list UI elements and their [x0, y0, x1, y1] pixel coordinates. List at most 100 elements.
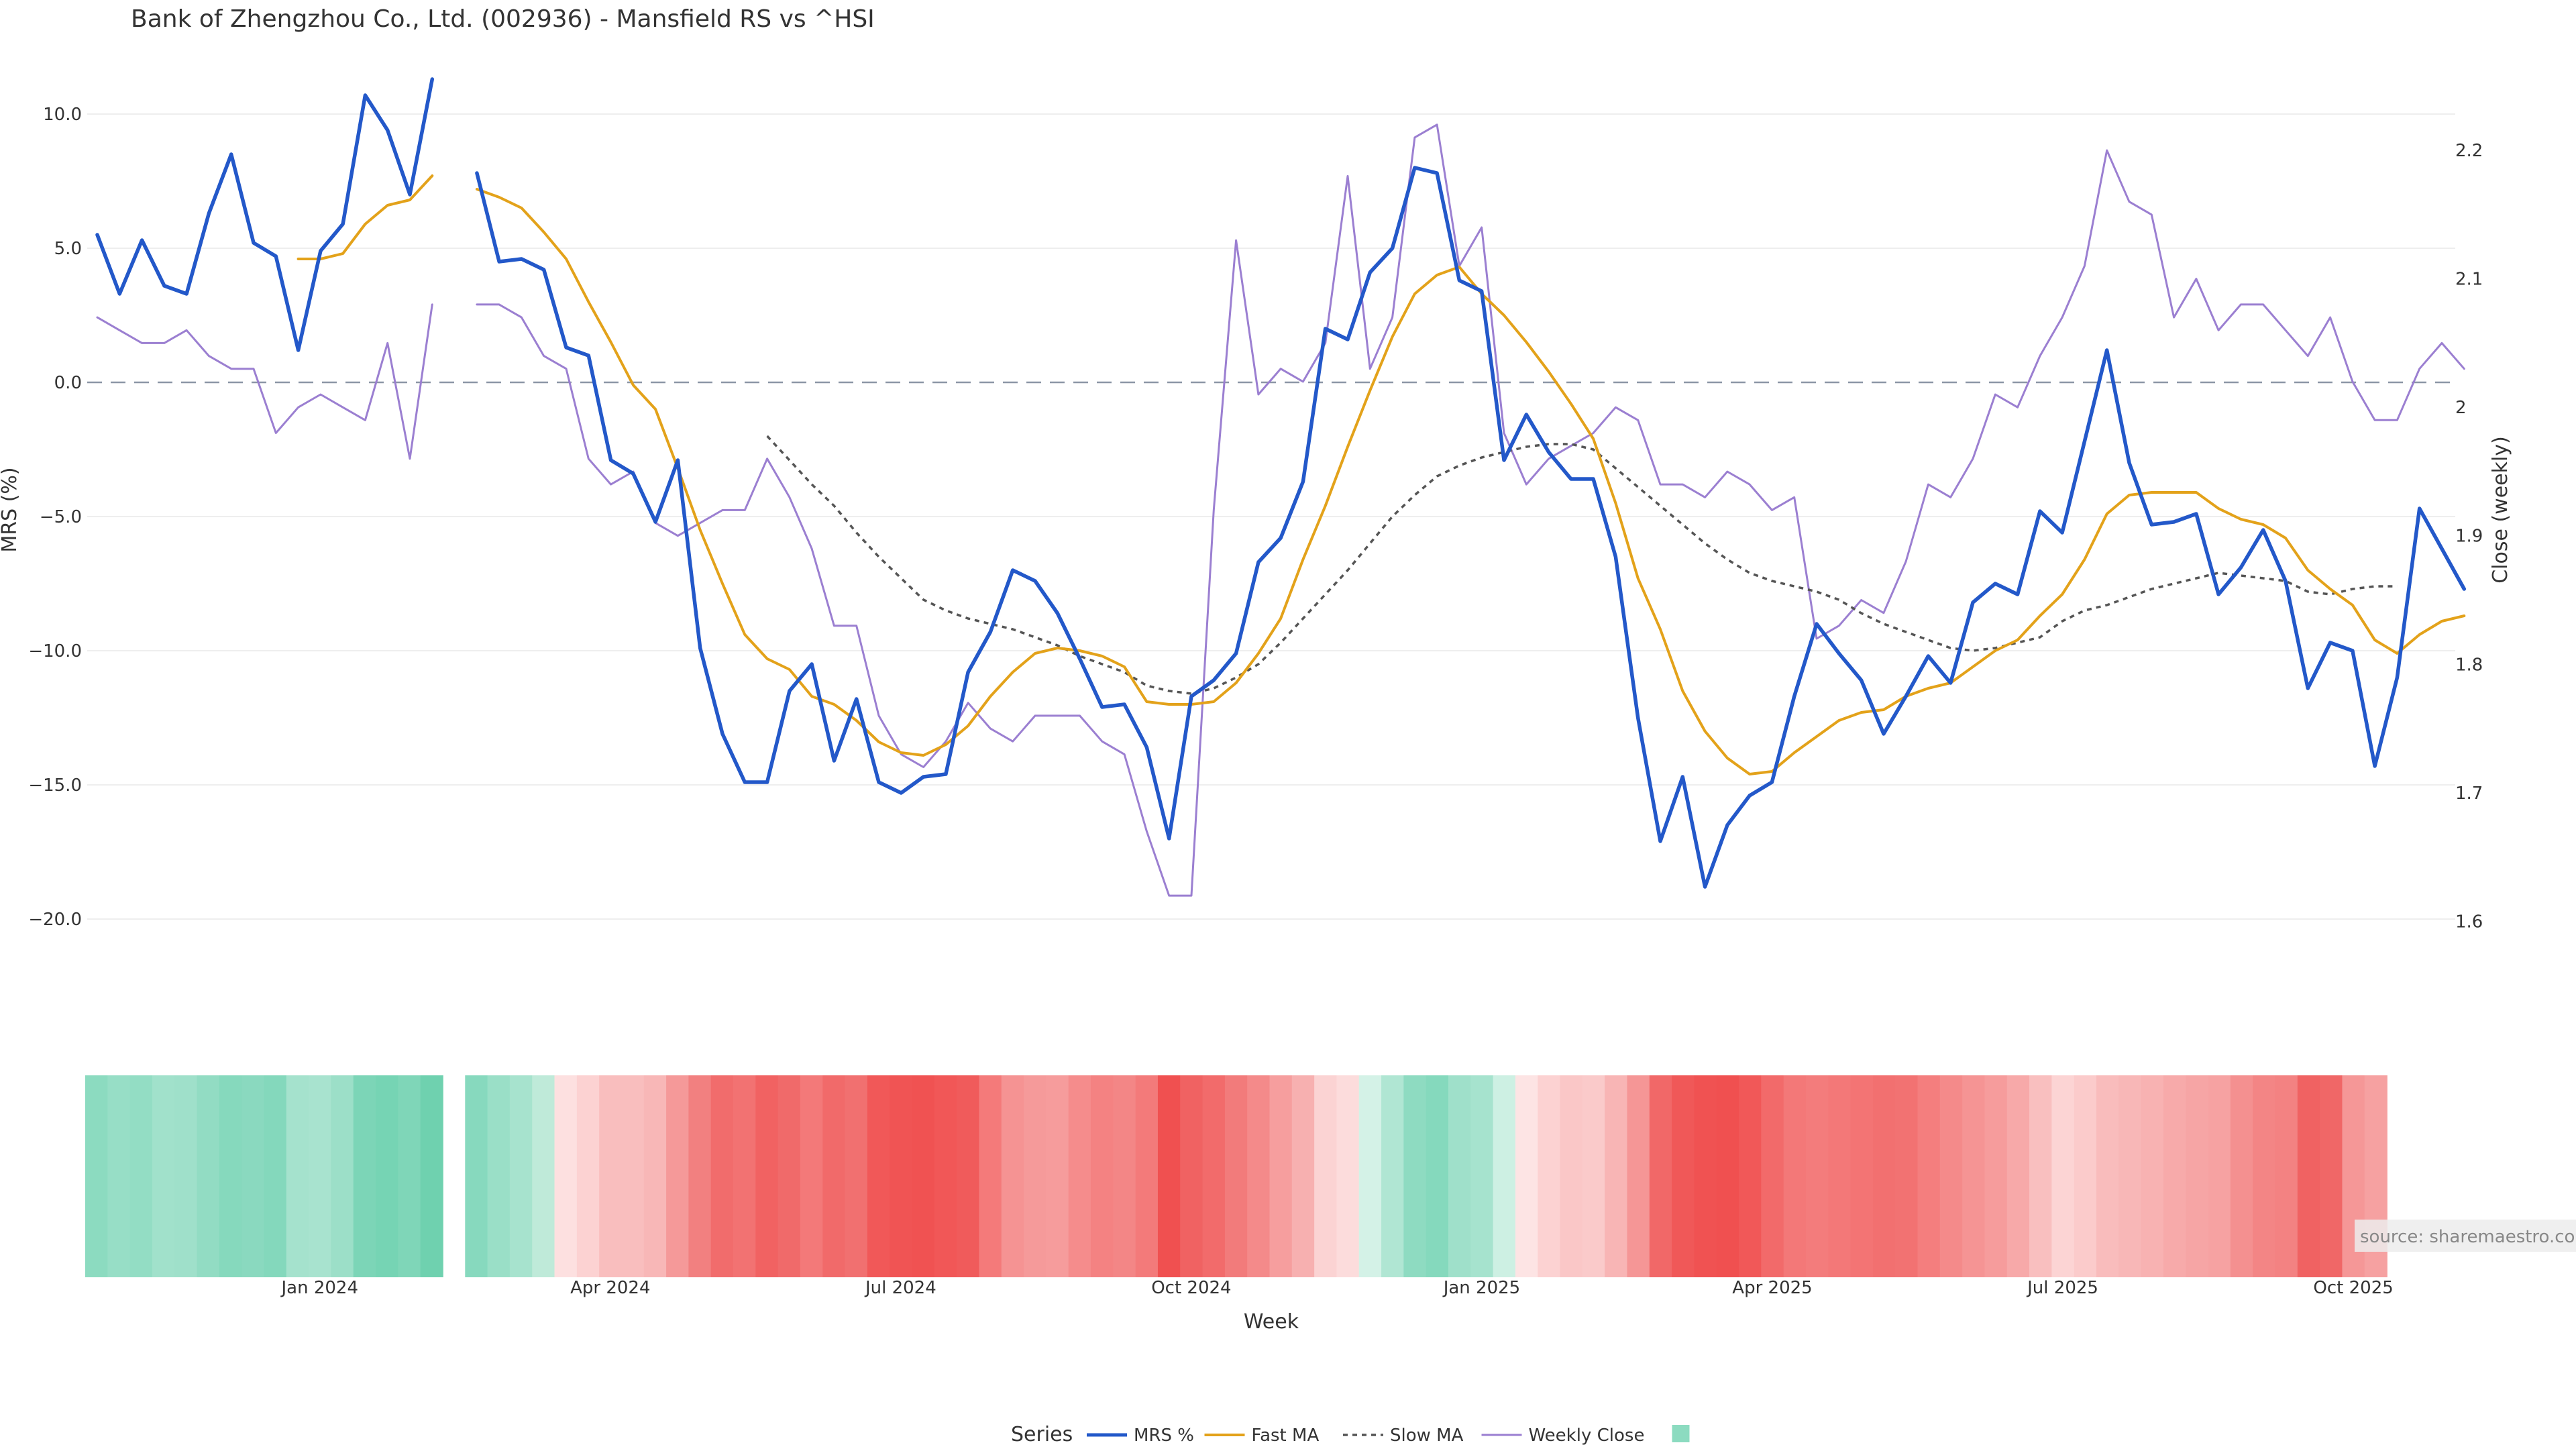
- heatmap-cell: [264, 1075, 287, 1277]
- heatmap-cell: [85, 1075, 109, 1277]
- heatmap-cell: [912, 1075, 935, 1277]
- heatmap-cell: [1336, 1075, 1360, 1277]
- heatmap-cell: [1761, 1075, 1784, 1277]
- heatmap-cell: [1493, 1075, 1516, 1277]
- heatmap-cell: [2029, 1075, 2053, 1277]
- heatmap-cell: [1426, 1075, 1449, 1277]
- x-axis-ticks: Jan 2024 Apr 2024 Jul 2024 Oct 2024 Jan 2025…: [280, 1278, 2394, 1298]
- y-axis-right-title: Close (weekly): [2489, 436, 2512, 584]
- heatmap-cell: [197, 1075, 220, 1277]
- series-line-weekly-close: [96, 123, 2465, 897]
- heatmap-cell: [1694, 1075, 1717, 1277]
- heatmap-cell: [2320, 1075, 2343, 1277]
- heatmap-cell: [666, 1075, 690, 1277]
- heatmap-cell: [331, 1075, 354, 1277]
- heatmap-cell: [755, 1075, 779, 1277]
- heatmap-cell: [777, 1075, 801, 1277]
- y-tick-left: −15.0: [28, 775, 82, 796]
- heatmap-cell: [934, 1075, 957, 1277]
- heatmap-cell: [867, 1075, 891, 1277]
- heatmap-cell: [1850, 1075, 1874, 1277]
- heatmap-cell: [2163, 1075, 2187, 1277]
- heatmap-cell: [420, 1075, 443, 1277]
- heatmap-cell: [1560, 1075, 1583, 1277]
- heatmap-cell: [376, 1075, 399, 1277]
- heatmap-cell: [621, 1075, 645, 1277]
- y-tick-right: 1.6: [2455, 912, 2483, 932]
- heatmap-cell: [353, 1075, 376, 1277]
- source-label: source: sharemaestro.com: [2355, 1220, 2576, 1252]
- heatmap-cell: [1135, 1075, 1159, 1277]
- legend-item: Weekly Close: [1481, 1426, 1645, 1446]
- heatmap-cell: [1984, 1075, 2008, 1277]
- heatmap-cell: [487, 1075, 511, 1277]
- x-tick: Apr 2024: [570, 1278, 650, 1298]
- legend-item: Slow MA: [1343, 1426, 1464, 1446]
- series-line-fast-ma: [297, 174, 2466, 775]
- legend-item: Fast MA: [1204, 1426, 1320, 1446]
- heatmap-cell: [152, 1075, 176, 1277]
- heatmap-cell: [2074, 1075, 2097, 1277]
- heatmap-cell: [688, 1075, 712, 1277]
- heatmap-cell: [2051, 1075, 2075, 1277]
- heatmap-cell: [398, 1075, 421, 1277]
- legend: Series MRS % Fast MA Slow MA Weekly Close: [1011, 1423, 1690, 1446]
- x-tick: Jul 2025: [2026, 1278, 2098, 1298]
- heatmap-cell: [1202, 1075, 1226, 1277]
- legend-label: Fast MA: [1252, 1426, 1320, 1446]
- heatmap-cell: [1538, 1075, 1561, 1277]
- heatmap-cell: [1180, 1075, 1203, 1277]
- source-text: source: sharemaestro.com: [2360, 1227, 2576, 1247]
- legend-title: Series: [1011, 1423, 1073, 1446]
- heatmap-cell: [576, 1075, 600, 1277]
- y-tick-left: 0.0: [54, 373, 82, 393]
- heatmap-cell: [710, 1075, 734, 1277]
- y-tick-right: 1.7: [2455, 784, 2483, 804]
- heatmap-cell: [2208, 1075, 2231, 1277]
- y-tick-right: 1.9: [2455, 527, 2483, 547]
- x-tick: Jul 2024: [864, 1278, 936, 1298]
- heatmap-cell: [1627, 1075, 1650, 1277]
- heatmap-cell: [2275, 1075, 2298, 1277]
- series-line-slow-ma: [766, 435, 2398, 695]
- heatmap-cell: [465, 1075, 488, 1277]
- heatmap-cell: [1269, 1075, 1293, 1277]
- heatmap-cell: [1649, 1075, 1672, 1277]
- heatmap-cell: [2186, 1075, 2209, 1277]
- heatmap-cell: [107, 1075, 131, 1277]
- heatmap-cell: [2253, 1075, 2276, 1277]
- heatmap-cell: [174, 1075, 198, 1277]
- legend-label: Weekly Close: [1529, 1426, 1645, 1446]
- y-tick-left: −5.0: [40, 507, 82, 527]
- heatmap-cell: [2297, 1075, 2320, 1277]
- heatmap-cell: [2006, 1075, 2030, 1277]
- heatmap-cell: [845, 1075, 868, 1277]
- legend-item: MRS %: [1087, 1426, 1194, 1446]
- heatmap-cell: [2141, 1075, 2164, 1277]
- heatmap-cell: [1515, 1075, 1539, 1277]
- chart-title: Bank of Zhengzhou Co., Ltd. (002936) - M…: [131, 5, 875, 33]
- heatmap-cell: [1247, 1075, 1271, 1277]
- heatmap-cell: [1805, 1075, 1829, 1277]
- heatmap-cell: [2230, 1075, 2253, 1277]
- heatmap-cell: [1716, 1075, 1739, 1277]
- heatmap-cell: [733, 1075, 757, 1277]
- gridlines: [87, 113, 2455, 920]
- heatmap-cell: [1314, 1075, 1338, 1277]
- heatmap-cell: [219, 1075, 242, 1277]
- heatmap-strip: [85, 1075, 2387, 1277]
- legend-label: MRS %: [1134, 1426, 1194, 1446]
- heatmap-cell: [1828, 1075, 1851, 1277]
- heatmap-cell: [2096, 1075, 2120, 1277]
- heatmap-cell: [1068, 1075, 1091, 1277]
- heatmap-cell: [1470, 1075, 1494, 1277]
- heatmap-cell: [979, 1075, 1002, 1277]
- y-tick-right: 2: [2455, 398, 2467, 418]
- legend-swatch: [1672, 1425, 1690, 1442]
- heatmap-cell: [1448, 1075, 1472, 1277]
- heatmap-cell: [1046, 1075, 1069, 1277]
- heatmap-cell: [1962, 1075, 1986, 1277]
- heatmap-cell: [1291, 1075, 1315, 1277]
- heatmap-cell: [509, 1075, 533, 1277]
